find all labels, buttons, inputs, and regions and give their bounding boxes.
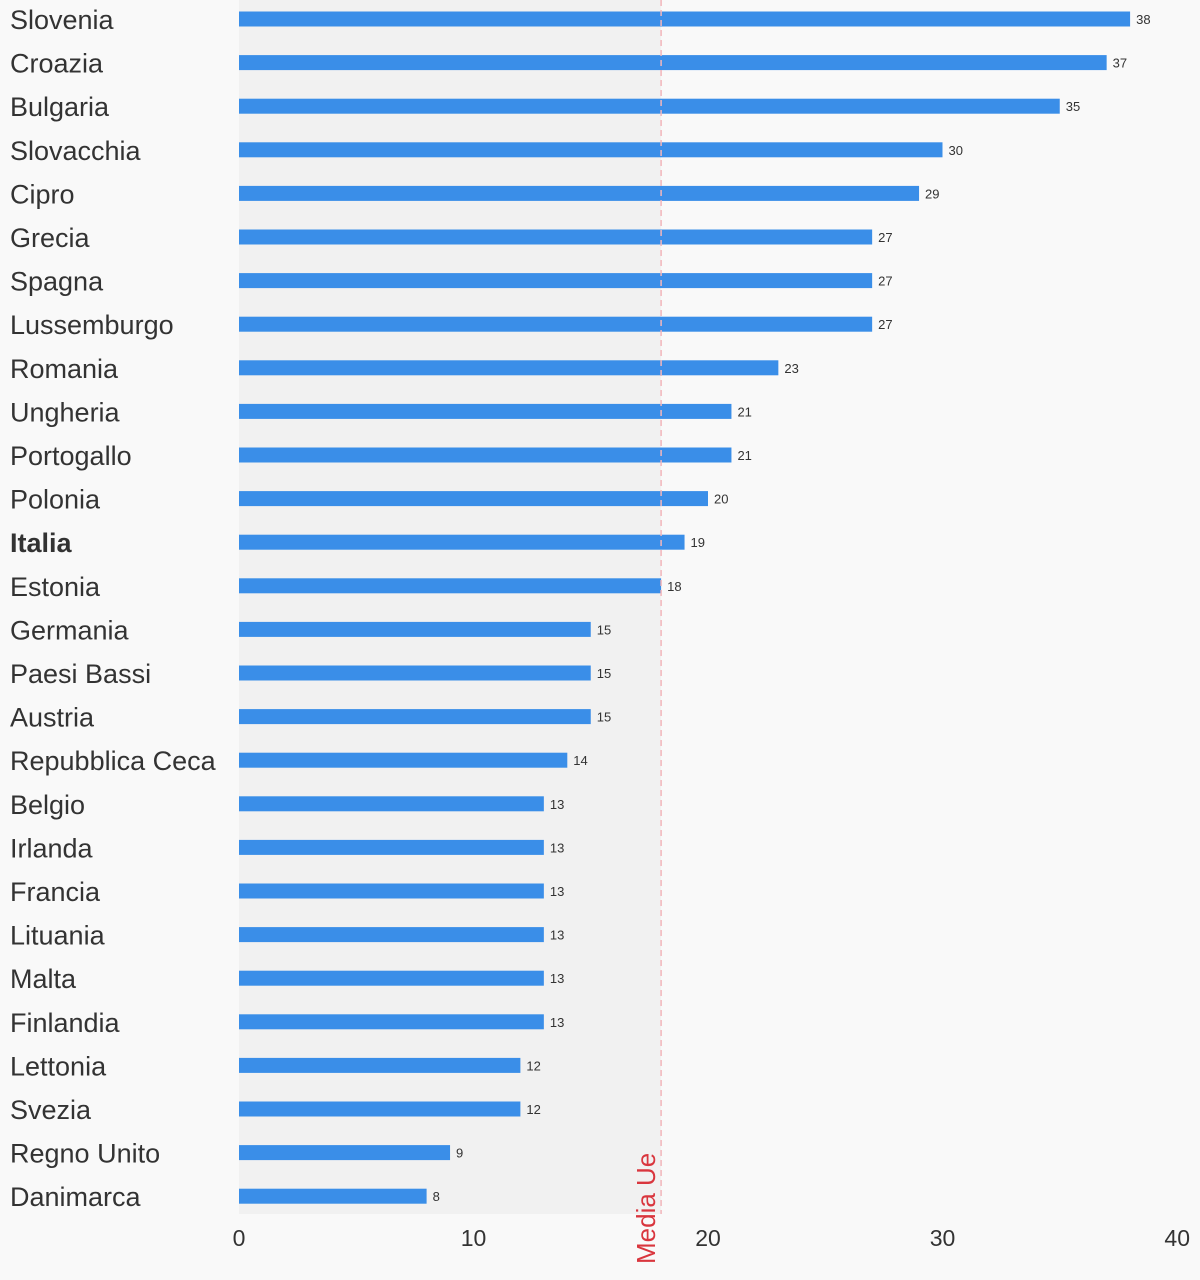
data-label: 30: [949, 143, 963, 158]
category-label: Finlandia: [10, 1008, 121, 1038]
bar: [239, 316, 873, 332]
category-label: Estonia: [10, 572, 101, 602]
data-label: 38: [1136, 12, 1150, 27]
data-label: 15: [597, 622, 611, 637]
data-label: 27: [878, 317, 892, 332]
category-label: Svezia: [10, 1095, 92, 1125]
category-label: Belgio: [10, 790, 85, 820]
bar: [239, 883, 544, 899]
category-label: Austria: [10, 703, 95, 733]
data-label: 21: [737, 404, 751, 419]
bar: [239, 927, 544, 943]
data-label: 37: [1113, 56, 1127, 71]
data-label: 27: [878, 274, 892, 289]
category-label: Paesi Bassi: [10, 659, 151, 689]
category-label: Portogallo: [10, 441, 132, 471]
category-label: Croazia: [10, 49, 104, 79]
x-tick-label: 10: [461, 1225, 487, 1251]
category-label: Francia: [10, 877, 101, 907]
category-label: Romania: [10, 354, 119, 384]
data-label: 13: [550, 797, 564, 812]
reference-label: Media Ue: [631, 1153, 661, 1264]
bar: [239, 11, 1131, 27]
bar: [239, 1145, 451, 1161]
bar: [239, 1188, 427, 1204]
bar: [239, 360, 779, 376]
data-label: 9: [456, 1146, 463, 1161]
data-label: 29: [925, 186, 939, 201]
bar: [239, 534, 685, 550]
bar: [239, 1101, 521, 1117]
category-label: Repubblica Ceca: [10, 746, 217, 776]
category-label: Bulgaria: [10, 92, 110, 122]
data-label: 27: [878, 230, 892, 245]
bar: [239, 752, 568, 768]
category-label: Malta: [10, 964, 77, 994]
bar: [239, 491, 708, 507]
data-label: 13: [550, 971, 564, 986]
bar: [239, 185, 920, 201]
data-label: 18: [667, 579, 681, 594]
bar: [239, 796, 544, 812]
bar: [239, 578, 662, 594]
x-tick-label: 40: [1164, 1225, 1190, 1251]
category-label: Slovacchia: [10, 136, 142, 166]
x-tick-label: 30: [930, 1225, 956, 1251]
data-label: 35: [1066, 99, 1080, 114]
x-tick-label: 20: [695, 1225, 721, 1251]
data-label: 8: [433, 1189, 440, 1204]
category-label: Slovenia: [10, 5, 115, 35]
data-label: 21: [737, 448, 751, 463]
data-label: 15: [597, 710, 611, 725]
category-label: Spagna: [10, 267, 104, 297]
data-label: 20: [714, 492, 728, 507]
bar: [239, 403, 732, 419]
bar: [239, 55, 1107, 71]
x-tick-label: 0: [233, 1225, 246, 1251]
reference-band: [239, 0, 662, 1214]
category-label: Lussemburgo: [10, 310, 174, 340]
category-label: Ungheria: [10, 397, 121, 427]
data-label: 13: [550, 840, 564, 855]
bar: [239, 447, 732, 463]
category-label: Danimarca: [10, 1182, 142, 1212]
data-label: 15: [597, 666, 611, 681]
category-label: Irlanda: [10, 833, 94, 863]
bar: [239, 970, 544, 986]
bar: [239, 709, 591, 725]
category-label: Germania: [10, 615, 130, 645]
data-label: 12: [526, 1058, 540, 1073]
bar: [239, 98, 1060, 114]
data-label: 13: [550, 928, 564, 943]
bar: [239, 665, 591, 681]
data-label: 14: [573, 753, 587, 768]
category-label: Italia: [10, 528, 73, 558]
data-label: 12: [526, 1102, 540, 1117]
bar: [239, 1014, 544, 1030]
category-label: Lituania: [10, 921, 106, 951]
data-label: 19: [691, 535, 705, 550]
bar: [239, 229, 873, 245]
category-label: Polonia: [10, 485, 101, 515]
data-label: 23: [784, 361, 798, 376]
category-label: Regno Unito: [10, 1139, 160, 1169]
category-label: Lettonia: [10, 1051, 107, 1081]
category-label: Cipro: [10, 179, 75, 209]
data-label: 13: [550, 1015, 564, 1030]
bar: [239, 621, 591, 637]
category-label: Grecia: [10, 223, 91, 253]
bar: [239, 273, 873, 289]
data-label: 13: [550, 884, 564, 899]
bar: [239, 839, 544, 855]
bar: [239, 1057, 521, 1073]
bar: [239, 142, 943, 158]
